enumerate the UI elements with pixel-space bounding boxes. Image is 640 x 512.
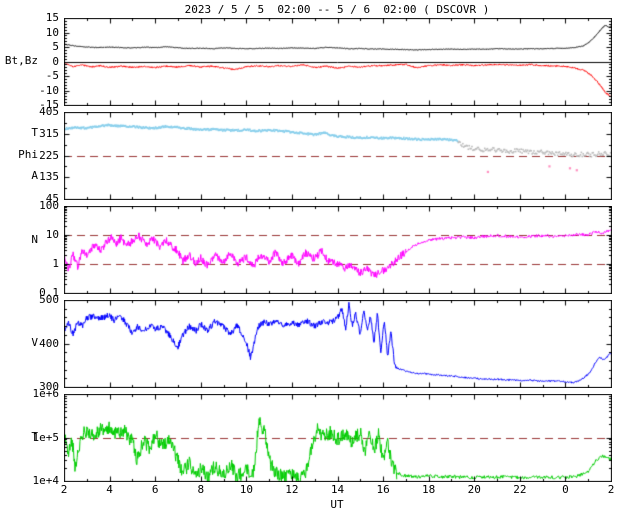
- x-tick-label: 0: [562, 483, 569, 496]
- y-tick-label: 100: [39, 199, 59, 212]
- y-tick-label: 15: [45, 11, 59, 24]
- y-tick-label: 1: [52, 257, 59, 270]
- y-tick-label: 1e+4: [32, 474, 60, 487]
- y-tick-label: -5: [45, 69, 59, 82]
- x-tick-label: 10: [239, 483, 253, 496]
- magnetic-field-unit-label: Bt,Bz: [4, 53, 38, 67]
- y-tick-label: 0: [52, 54, 59, 68]
- y-tick-label: 405: [39, 105, 59, 118]
- x-axis-label: UT: [330, 498, 344, 511]
- y-tick-label: 225: [39, 148, 59, 162]
- y-tick-label: 315: [39, 126, 59, 140]
- speed-unit-label: V: [31, 335, 38, 349]
- y-tick-label: -15: [39, 98, 59, 111]
- phi-angle-unit-label: Phi: [18, 147, 38, 161]
- density-plot-canvas: [64, 206, 612, 294]
- x-tick-label: 22: [513, 483, 527, 496]
- speed-plot-canvas: [64, 300, 612, 388]
- x-tick-label: 12: [285, 483, 299, 496]
- x-tick-label: 8: [197, 483, 205, 496]
- x-tick-label: 16: [376, 483, 390, 496]
- x-tick-label: 20: [467, 483, 481, 496]
- y-tick-label: 0.1: [39, 286, 59, 299]
- x-tick-label: 2: [60, 483, 68, 496]
- y-tick-label: 1e+6: [32, 387, 60, 400]
- temperature-plot-canvas: [64, 394, 612, 482]
- x-tick-label: 6: [151, 483, 159, 496]
- y-tick-label: 300: [39, 380, 59, 393]
- x-tick-label: 18: [422, 483, 436, 496]
- y-tick-label: -10: [39, 83, 59, 97]
- y-tick-label: 45: [45, 192, 59, 205]
- x-tick-label: 14: [330, 483, 345, 496]
- phi-angle-unit-label: T: [31, 125, 38, 139]
- temperature-unit-label: T: [31, 429, 38, 443]
- y-tick-label: 500: [39, 293, 59, 306]
- x-tick-label: 4: [106, 483, 113, 496]
- magnetic-field-plot-canvas: [64, 18, 612, 106]
- y-tick-label: 10: [45, 228, 59, 241]
- x-tick-label: 2: [607, 483, 615, 496]
- y-tick-label: 135: [39, 170, 59, 184]
- phi-angle-plot-canvas: [64, 112, 612, 200]
- phi-angle-unit-label: A: [31, 169, 38, 183]
- y-tick-label: 400: [39, 336, 59, 350]
- y-tick-label: 10: [45, 25, 59, 39]
- y-tick-label: 5: [52, 40, 59, 53]
- density-unit-label: N: [31, 232, 38, 246]
- plot-title: 2023 / 5 / 5 02:00 -- 5 / 6 02:00 ( DSCO…: [184, 3, 490, 16]
- y-tick-label: 1e+5: [32, 430, 60, 444]
